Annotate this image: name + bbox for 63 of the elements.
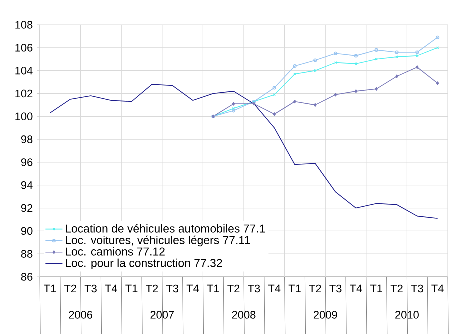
point <box>416 50 420 54</box>
point <box>293 64 297 68</box>
y-tick-label: 106 <box>16 44 33 52</box>
point <box>396 74 398 78</box>
x-tick-label: T1 <box>370 284 382 292</box>
x-tick-label: T4 <box>268 284 281 292</box>
point <box>314 103 317 107</box>
x-tick-label: T3 <box>411 284 424 293</box>
y-tick-label: 92 <box>21 204 33 212</box>
y-tick-label: 96 <box>21 158 33 166</box>
x-tick-label: T4 <box>350 284 362 292</box>
line-series <box>50 84 438 219</box>
x-tick-label: T4 <box>432 284 444 292</box>
point <box>314 58 318 62</box>
text: 2008 <box>232 311 256 319</box>
point <box>273 112 276 116</box>
y-tick-label: 98 <box>21 136 33 144</box>
y-tick-label: 88 <box>21 250 33 258</box>
x-tick-label: T2 <box>146 284 158 293</box>
x-tick-label: T3 <box>166 284 179 293</box>
point <box>294 100 296 104</box>
x-tick-label: T1 <box>207 284 220 292</box>
y-tick-label: 104 <box>16 66 33 75</box>
point <box>272 86 276 90</box>
text: 2007 <box>150 311 174 319</box>
y-tick-label: 94 <box>21 182 33 190</box>
legend-label: Loc. pour la construction 77.32 <box>66 258 222 270</box>
point <box>395 50 399 54</box>
x-tick-label: T2 <box>390 284 403 293</box>
x-tick-label: T1 <box>44 284 56 292</box>
x-tick-label: T2 <box>228 284 240 293</box>
point <box>354 90 358 94</box>
point <box>416 66 419 70</box>
text: 2009 <box>314 311 338 319</box>
x-tick-label: T1 <box>288 284 301 292</box>
x-tick-label: T3 <box>330 284 342 293</box>
legend-label: Loc. voitures, véhicules légers 77.11 <box>66 236 250 247</box>
x-tick-label: T4 <box>186 284 200 292</box>
y-tick-label: 90 <box>21 227 33 236</box>
x-tick-label: T3 <box>84 284 97 293</box>
point <box>334 52 338 56</box>
text: 2010 <box>396 311 419 319</box>
y-tick-label: 108 <box>16 21 33 29</box>
point <box>436 82 440 86</box>
x-tick-label: T4 <box>105 284 118 292</box>
legend-label: Location de véhicules automobiles 77.1 <box>66 224 266 233</box>
y-tick-label: 100 <box>16 112 33 121</box>
y-tick-label: 86 <box>21 273 33 281</box>
point <box>334 93 338 97</box>
point <box>232 102 236 106</box>
x-tick-label: T3 <box>248 284 260 293</box>
x-tick-label: T1 <box>126 284 138 292</box>
text: 2006 <box>69 311 92 319</box>
point <box>375 58 378 61</box>
point <box>354 54 358 58</box>
point <box>374 48 378 52</box>
x-tick-label: T2 <box>309 284 322 293</box>
y-tick-label: 102 <box>16 90 33 98</box>
legend-label: Loc. camions 77.12 <box>66 247 165 256</box>
point <box>232 109 236 113</box>
point <box>416 54 419 58</box>
x-tick-label: T2 <box>64 284 76 293</box>
point <box>375 87 378 91</box>
